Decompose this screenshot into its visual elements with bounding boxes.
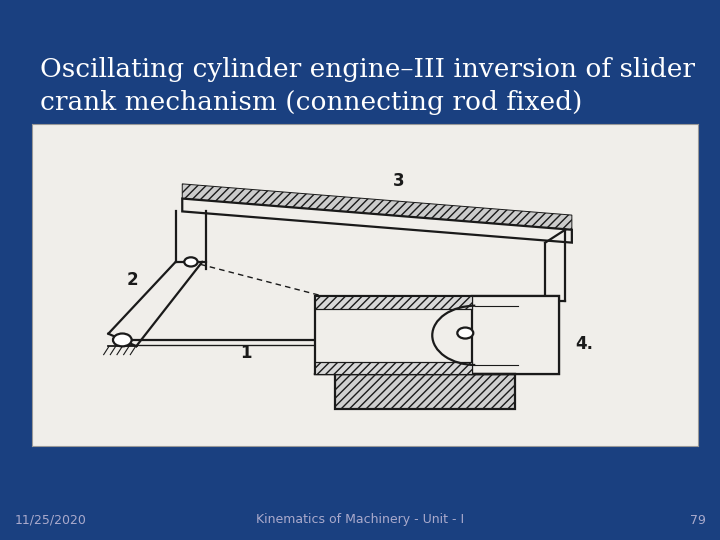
Bar [336,374,516,409]
Text: 4.: 4. [575,335,593,353]
Text: 1: 1 [240,345,251,362]
Circle shape [184,258,197,266]
Polygon shape [182,199,572,242]
Circle shape [113,334,132,346]
Circle shape [457,328,473,339]
Polygon shape [182,184,572,230]
Bar [315,296,472,309]
Bar [315,296,559,374]
Bar [472,296,559,374]
Bar [315,361,472,374]
Text: 3: 3 [393,172,405,190]
Text: 79: 79 [690,514,706,526]
Text: 2: 2 [127,271,138,289]
Text: Kinematics of Machinery - Unit - I: Kinematics of Machinery - Unit - I [256,514,464,526]
Text: 11/25/2020: 11/25/2020 [14,514,86,526]
Text: Oscillating cylinder engine–III inversion of slider
crank mechanism (connecting : Oscillating cylinder engine–III inversio… [40,57,695,114]
